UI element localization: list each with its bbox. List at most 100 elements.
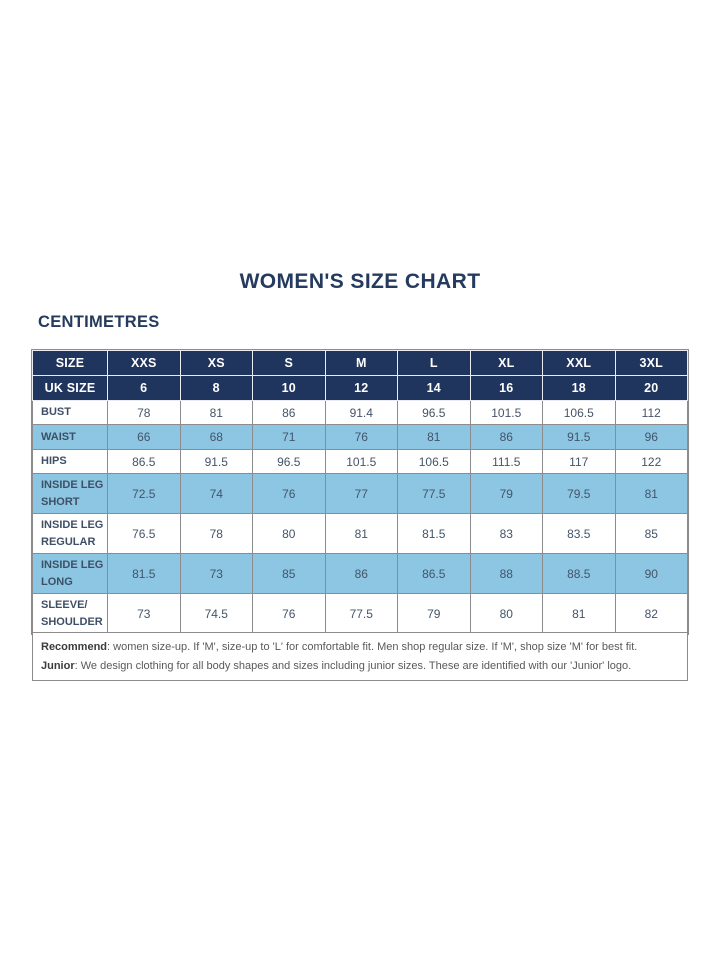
measurement-cell: 85 <box>614 513 688 554</box>
uk-size-value: 6 <box>107 375 181 401</box>
footnote-box: Recommend: women size-up. If 'M', size-u… <box>32 632 688 682</box>
uk-size-label: UK SIZE <box>32 375 108 401</box>
table-row-sleeve-shoulder: SLEEVE/ SHOULDER 73 74.5 76 77.5 79 80 8… <box>32 593 688 634</box>
row-label: BUST <box>32 400 108 425</box>
row-label: WAIST <box>32 424 108 450</box>
measurement-cell: 86 <box>252 400 326 425</box>
measurement-cell: 91.4 <box>324 400 398 425</box>
size-col-m: M <box>324 350 398 376</box>
measurement-cell: 83.5 <box>542 513 616 554</box>
row-label: INSIDE LEG SHORT <box>32 473 108 514</box>
footnote-recommend-label: Recommend <box>41 641 108 653</box>
uk-size-value: 12 <box>324 375 398 401</box>
measurement-cell: 74 <box>179 473 253 514</box>
table-row-inside-leg-short: INSIDE LEG SHORT 72.5 74 76 77 77.5 79 7… <box>32 473 688 514</box>
measurement-cell: 112 <box>614 400 688 425</box>
measurement-cell: 91.5 <box>542 424 616 450</box>
measurement-cell: 96 <box>614 424 688 450</box>
measurement-cell: 68 <box>179 424 253 450</box>
measurement-cell: 106.5 <box>542 400 616 425</box>
table-row-inside-leg-regular: INSIDE LEG REGULAR 76.5 78 80 81 81.5 83… <box>32 513 688 554</box>
size-col-xs: XS <box>179 350 253 376</box>
measurement-cell: 66 <box>107 424 181 450</box>
measurement-cell: 74.5 <box>179 593 253 634</box>
uk-size-value: 10 <box>252 375 326 401</box>
measurement-cell: 80 <box>252 513 326 554</box>
footnote-recommend-text: : women size-up. If 'M', size-up to 'L' … <box>107 641 638 653</box>
uk-size-value: 18 <box>542 375 616 401</box>
measurement-cell: 76 <box>252 593 326 634</box>
table-row-waist: WAIST 66 68 71 76 81 86 91.5 96 <box>32 424 688 450</box>
size-col-s: S <box>252 350 326 376</box>
size-col-xl: XL <box>469 350 543 376</box>
measurement-cell: 79 <box>397 593 471 634</box>
measurement-cell: 73 <box>107 593 181 634</box>
measurement-cell: 85 <box>252 553 326 594</box>
measurement-cell: 106.5 <box>397 449 471 474</box>
size-header-row: SIZE XXS XS S M L XL XXL 3XL <box>32 350 688 376</box>
measurement-cell: 76 <box>324 424 398 450</box>
measurement-cell: 79 <box>469 473 543 514</box>
uk-size-value: 14 <box>397 375 471 401</box>
measurement-cell: 101.5 <box>469 400 543 425</box>
measurement-cell: 72.5 <box>107 473 181 514</box>
row-label: INSIDE LEG LONG <box>32 553 108 594</box>
measurement-cell: 80 <box>469 593 543 634</box>
measurement-cell: 77 <box>324 473 398 514</box>
measurement-cell: 86 <box>469 424 543 450</box>
measurement-cell: 81 <box>397 424 471 450</box>
size-header-label: SIZE <box>32 350 108 376</box>
measurement-cell: 96.5 <box>252 449 326 474</box>
measurement-cell: 76 <box>252 473 326 514</box>
measurement-cell: 82 <box>614 593 688 634</box>
footnote-junior: Junior: We design clothing for all body … <box>41 657 679 676</box>
row-label: SLEEVE/ SHOULDER <box>32 593 108 634</box>
size-col-l: L <box>397 350 471 376</box>
measurement-cell: 71 <box>252 424 326 450</box>
measurement-cell: 81.5 <box>107 553 181 594</box>
measurement-cell: 77.5 <box>397 473 471 514</box>
measurement-cell: 88.5 <box>542 553 616 594</box>
measurement-cell: 117 <box>542 449 616 474</box>
measurement-cell: 76.5 <box>107 513 181 554</box>
row-label: HIPS <box>32 449 108 474</box>
measurement-cell: 101.5 <box>324 449 398 474</box>
footnote-junior-text: : We design clothing for all body shapes… <box>74 659 632 672</box>
unit-heading: CENTIMETRES <box>38 313 160 331</box>
size-chart-table: SIZE XXS XS S M L XL XXL 3XL UK SIZE 6 8… <box>31 349 689 635</box>
measurement-cell: 111.5 <box>469 449 543 474</box>
measurement-cell: 78 <box>179 513 253 554</box>
row-label: INSIDE LEG REGULAR <box>32 513 108 554</box>
measurement-cell: 81 <box>324 513 398 554</box>
measurement-cell: 90 <box>614 553 688 594</box>
measurement-cell: 88 <box>469 553 543 594</box>
measurement-cell: 81.5 <box>397 513 471 554</box>
measurement-cell: 83 <box>469 513 543 554</box>
measurement-cell: 86.5 <box>397 553 471 594</box>
uk-size-value: 20 <box>614 375 688 401</box>
measurement-cell: 81 <box>179 400 253 425</box>
table-row-hips: HIPS 86.5 91.5 96.5 101.5 106.5 111.5 11… <box>32 449 688 474</box>
measurement-cell: 96.5 <box>397 400 471 425</box>
measurement-cell: 79.5 <box>542 473 616 514</box>
measurement-cell: 81 <box>614 473 688 514</box>
size-col-xxl: XXL <box>542 350 616 376</box>
measurement-cell: 73 <box>179 553 253 594</box>
measurement-cell: 91.5 <box>179 449 253 474</box>
measurement-cell: 77.5 <box>324 593 398 634</box>
page-title: WOMEN'S SIZE CHART <box>239 270 481 293</box>
footnote-junior-label: Junior <box>41 659 75 672</box>
uk-size-value: 8 <box>179 375 253 401</box>
uk-size-row: UK SIZE 6 8 10 12 14 16 18 20 <box>32 375 688 401</box>
measurement-cell: 81 <box>542 593 616 634</box>
measurement-cell: 86 <box>324 553 398 594</box>
size-col-xxs: XXS <box>107 350 181 376</box>
table-row-bust: BUST 78 81 86 91.4 96.5 101.5 106.5 112 <box>32 400 688 425</box>
table-row-inside-leg-long: INSIDE LEG LONG 81.5 73 85 86 86.5 88 88… <box>32 553 688 594</box>
measurement-cell: 122 <box>614 449 688 474</box>
measurement-cell: 78 <box>107 400 181 425</box>
uk-size-value: 16 <box>469 375 543 401</box>
size-col-3xl: 3XL <box>614 350 688 376</box>
footnote-recommend: Recommend: women size-up. If 'M', size-u… <box>41 638 679 657</box>
